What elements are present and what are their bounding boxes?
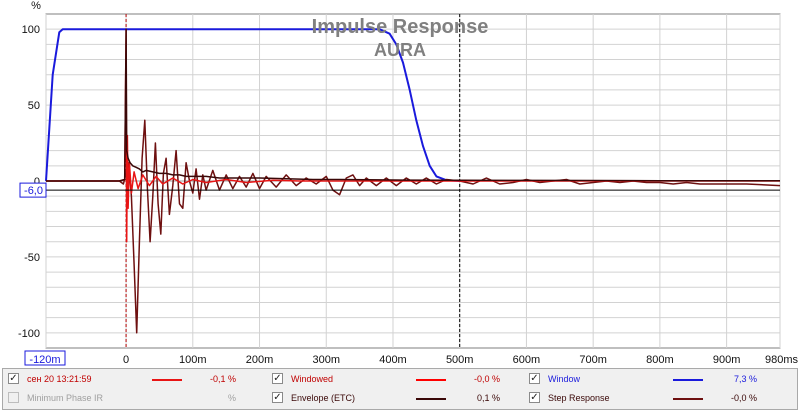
legend-checkbox-envelope[interactable]: ✓	[272, 392, 283, 403]
series-windowed	[46, 28, 780, 243]
legend-swatch-step	[673, 398, 703, 400]
x-tick-label: 400m	[379, 354, 407, 366]
legend-item-min-phase[interactable]: Minimum Phase IR%	[8, 390, 266, 406]
legend-panel: ✓ сен 20 13:21:59 -0,1 % ✓ Windowed -0,0 % ✓ Wi…	[2, 368, 798, 410]
series-envelope-etc	[46, 28, 781, 182]
legend-swatch-measurement	[152, 379, 182, 381]
legend-checkbox-windowed[interactable]: ✓	[272, 373, 283, 384]
x-tick-label: -120m	[29, 354, 60, 366]
legend-label-step: Step Response	[548, 393, 610, 403]
chart-title: Impulse Response	[312, 16, 489, 38]
chart-subtitle: AURA	[374, 40, 426, 60]
legend-value-step: -0,0 %	[730, 393, 757, 403]
legend-item-window[interactable]: ✓ Window 7,3 %	[529, 371, 787, 387]
legend-value-window: 7,3 %	[733, 374, 757, 384]
legend-checkbox-measurement[interactable]: ✓	[8, 373, 19, 384]
legend-value-envelope: 0,1 %	[476, 393, 500, 403]
legend-swatch-windowed	[416, 379, 446, 381]
x-tick-labels: -120m 0 100m 200m 300m 400m 500m 600m 700m 800m 90…	[24, 350, 799, 366]
x-tick-label: 800m	[646, 354, 674, 366]
legend-value-windowed: -0,0 %	[473, 374, 500, 384]
legend-label-measurement: сен 20 13:21:59	[27, 374, 92, 384]
y-unit-label: %	[31, 0, 41, 12]
x-tick-label: 500m	[446, 354, 474, 366]
legend-item-measurement[interactable]: ✓ сен 20 13:21:59 -0,1 %	[8, 371, 266, 387]
series-window	[45, 28, 460, 182]
y-marker-label: -6,0	[24, 185, 43, 197]
x-tick-label: 700m	[579, 354, 607, 366]
y-tick-label: -100	[18, 328, 40, 340]
legend-label-min-phase: Minimum Phase IR	[27, 393, 104, 403]
legend-value-measurement: -0,1 %	[209, 374, 236, 384]
x-tick-label: 0	[123, 354, 129, 366]
y-tick-label: 0	[34, 176, 40, 188]
legend-item-step[interactable]: ✓ Step Response -0,0 %	[529, 390, 787, 406]
legend-item-envelope[interactable]: ✓ Envelope (ETC) 0,1 %	[272, 390, 530, 406]
y-tick-labels: 100 50 0 -50 -100	[18, 24, 40, 340]
legend-label-envelope: Envelope (ETC)	[291, 393, 356, 403]
x-tick-label: 600m	[513, 354, 541, 366]
legend-swatch-envelope	[416, 398, 446, 400]
legend-item-windowed[interactable]: ✓ Windowed -0,0 %	[272, 371, 530, 387]
series-group	[45, 28, 781, 334]
legend-swatch-window	[673, 379, 703, 381]
y-tick-label: -50	[24, 252, 40, 264]
x-tick-label: 200m	[246, 354, 274, 366]
x-tick-label: 100m	[179, 354, 207, 366]
legend-label-windowed: Windowed	[291, 374, 334, 384]
impulse-response-chart[interactable]: 100 50 0 -50 -100 -120m 0 100m 200m 300m 400m 500m…	[0, 0, 800, 368]
legend-checkbox-window[interactable]: ✓	[529, 373, 540, 384]
legend-value-min-phase: %	[227, 393, 236, 403]
legend-checkbox-step[interactable]: ✓	[529, 392, 540, 403]
x-tick-label: 300m	[312, 354, 340, 366]
x-tick-label: 900m	[713, 354, 741, 366]
y-tick-label: 100	[22, 24, 40, 36]
x-cursor-box[interactable]	[24, 350, 66, 366]
y-tick-label: 50	[28, 100, 40, 112]
y-marker[interactable]: -6,0	[19, 182, 780, 198]
x-tick-label: 980ms	[765, 354, 799, 366]
legend-label-window: Window	[548, 374, 581, 384]
legend-checkbox-min-phase[interactable]	[8, 392, 19, 403]
y-marker-box[interactable]	[19, 182, 47, 198]
